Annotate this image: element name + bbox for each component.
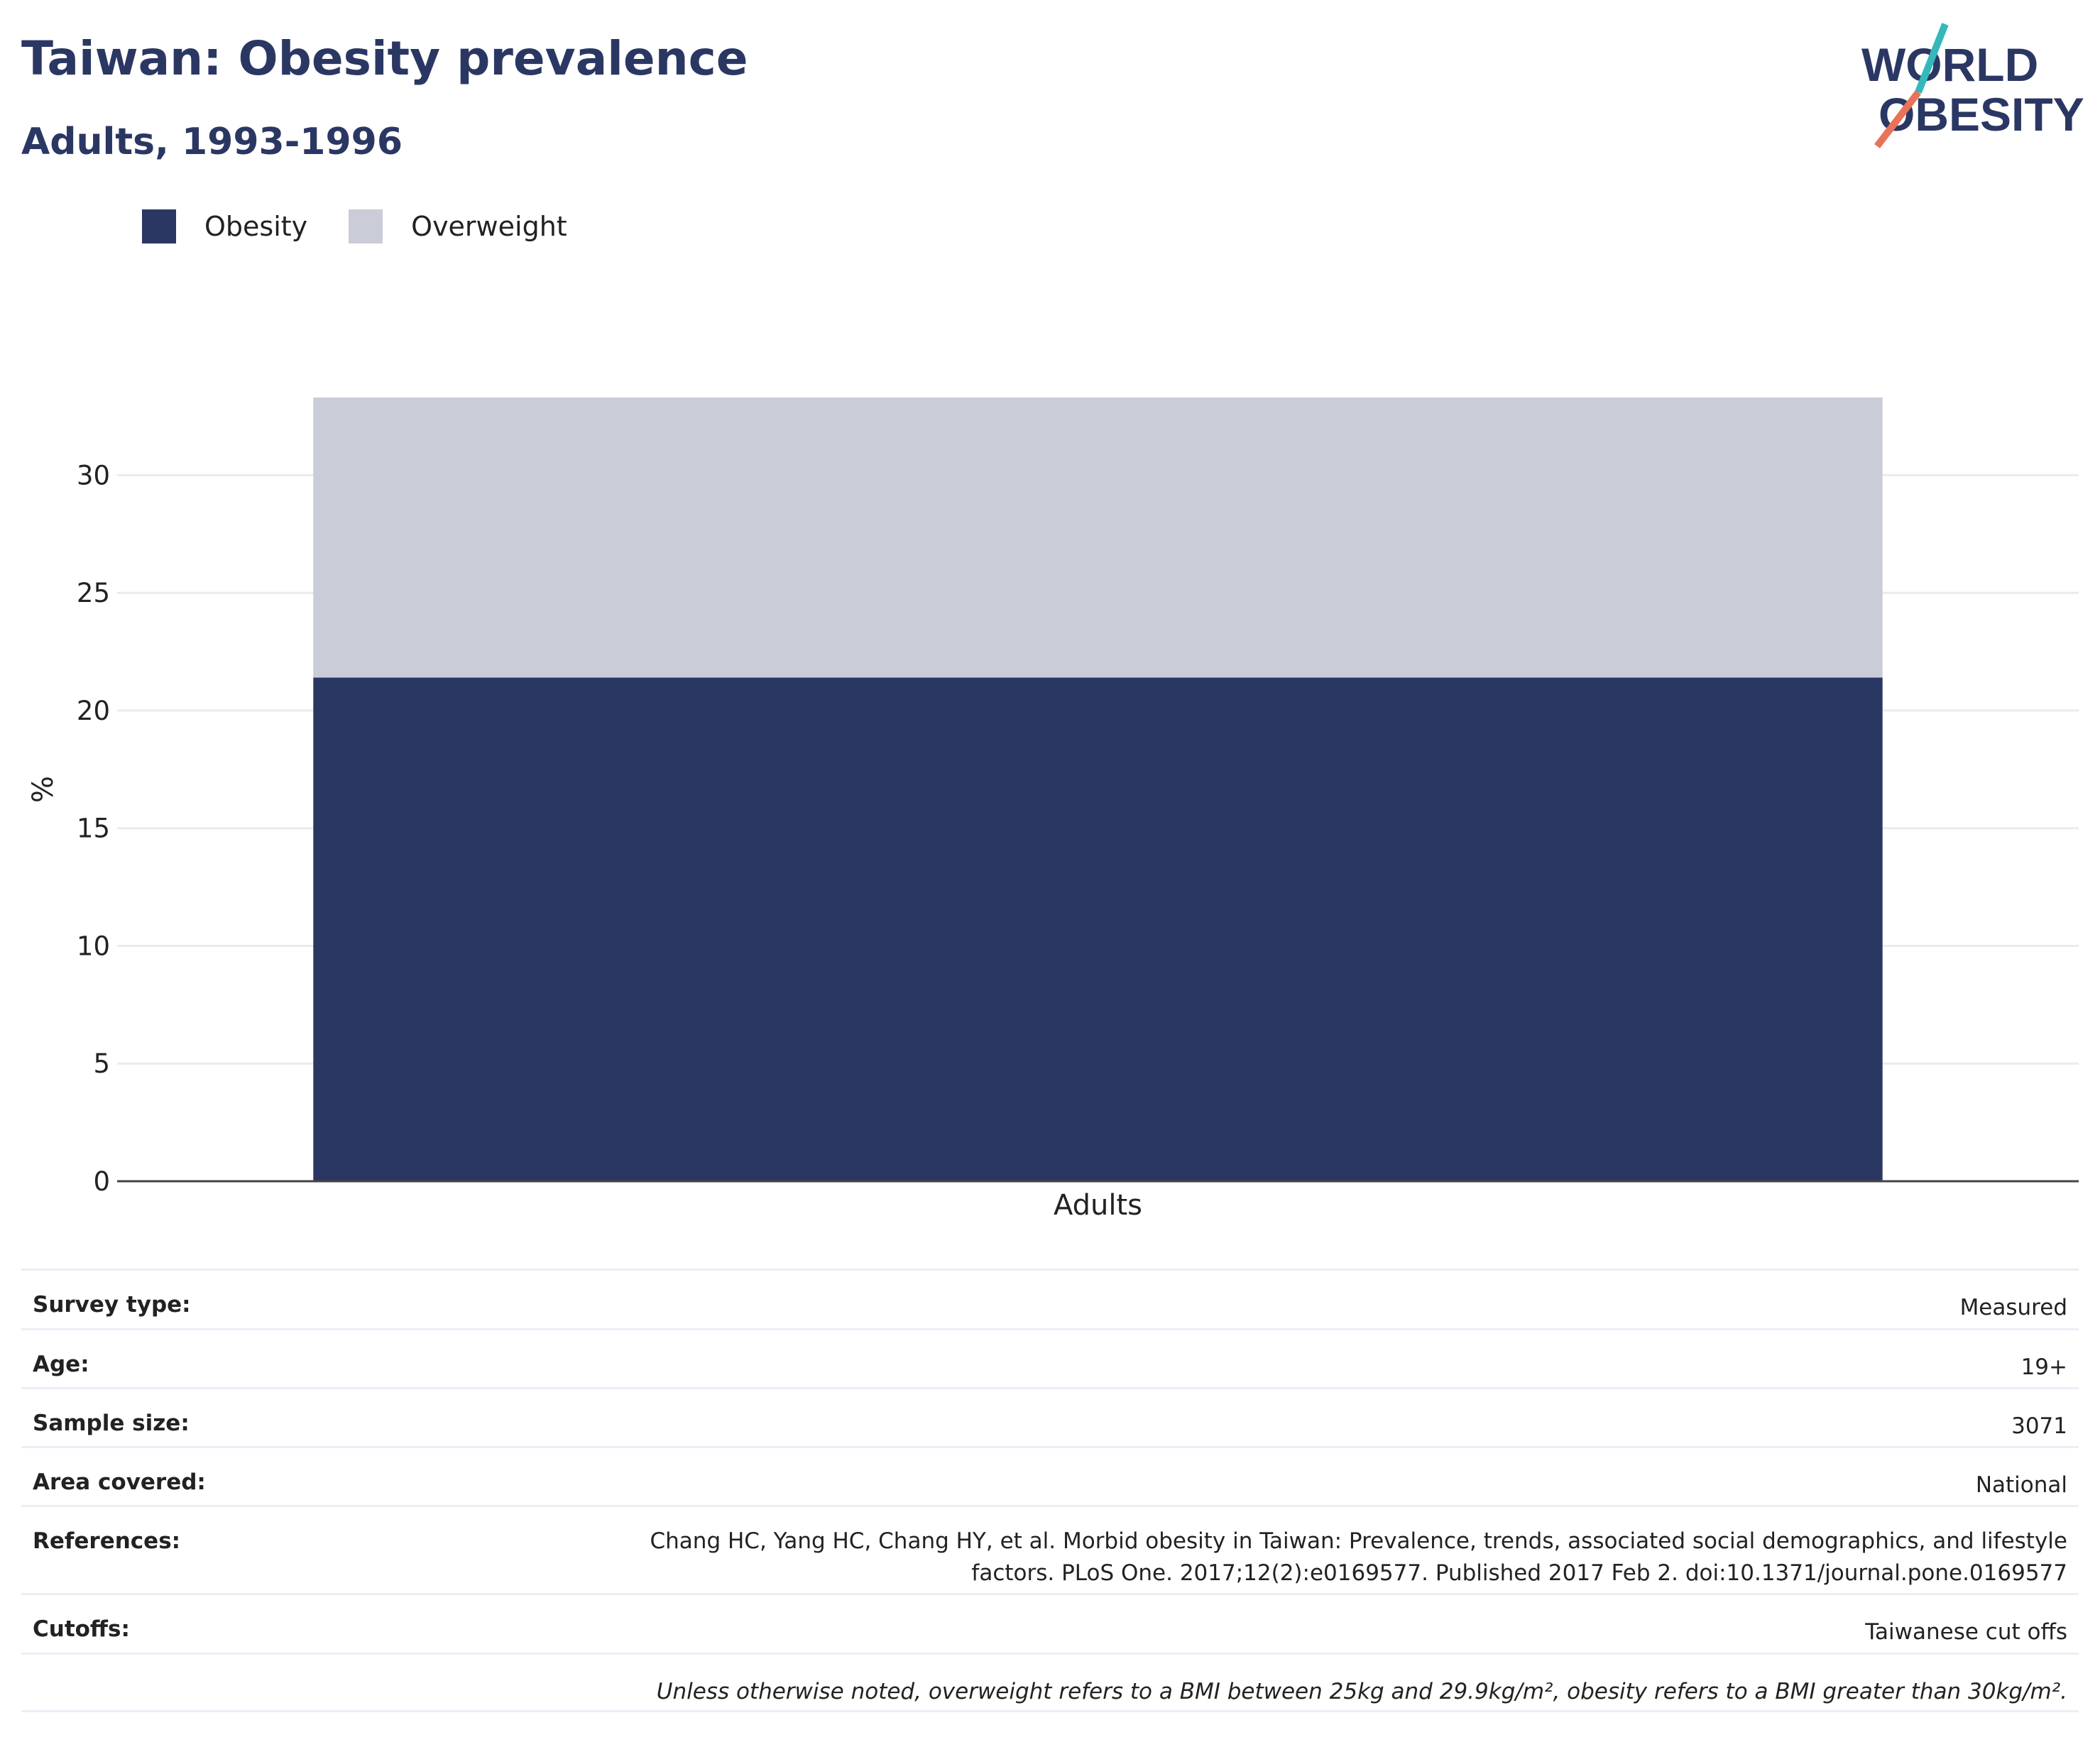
detail-row-area-covered: Area covered: National <box>21 1446 2079 1505</box>
stacked-bar-chart: 0 5 10 15 20 25 30 Adults% <box>27 398 2079 1222</box>
y-tick-label: 15 <box>77 814 110 844</box>
survey-details-table: Survey type: Measured Age: 19+ Sample si… <box>21 1269 2079 1712</box>
detail-label: Sample size: <box>33 1411 190 1436</box>
logo-slash-bottom <box>1874 89 1921 149</box>
detail-label: Area covered: <box>33 1469 206 1495</box>
chart-subtitle: Adults, 1993-1996 <box>21 121 403 163</box>
detail-value: Measured <box>1959 1295 2067 1320</box>
legend-item-obesity[interactable]: Obesity <box>142 209 307 243</box>
detail-row-sample-size: Sample size: 3071 <box>21 1387 2079 1446</box>
bar-obesity[interactable] <box>313 677 1883 1181</box>
legend-label-overweight: Overweight <box>411 211 567 242</box>
y-tick-label: 20 <box>77 696 110 726</box>
detail-value-references: Chang HC, Yang HC, Chang HY, et al. Morb… <box>650 1528 2067 1586</box>
y-tick-label: 25 <box>77 578 110 608</box>
y-axis-label: % <box>27 776 60 803</box>
detail-row-references: References: Chang HC, Yang HC, Chang HY,… <box>21 1505 2079 1593</box>
detail-label: Cutoffs: <box>33 1616 130 1642</box>
chart-legend: Obesity Overweight <box>142 209 608 243</box>
logo-word-world: WORLD <box>1861 38 2038 91</box>
detail-row-footnote: Unless otherwise noted, overweight refer… <box>21 1653 2079 1712</box>
detail-value: 19+ <box>2020 1354 2067 1380</box>
world-obesity-logo: WORLD OBESITY <box>1861 23 2084 149</box>
x-tick-label: Adults <box>1054 1189 1142 1222</box>
detail-row-cutoffs: Cutoffs: Taiwanese cut offs <box>21 1593 2079 1653</box>
legend-swatch-obesity <box>142 209 176 243</box>
footnote-text: Unless otherwise noted, overweight refer… <box>656 1679 2067 1704</box>
legend-label-obesity: Obesity <box>204 211 308 242</box>
detail-label: References: <box>33 1528 181 1554</box>
detail-row-age: Age: 19+ <box>21 1328 2079 1387</box>
y-tick-label: 0 <box>93 1166 110 1197</box>
detail-value: National <box>1975 1472 2067 1498</box>
legend-swatch-overweight <box>349 209 383 243</box>
detail-label: Age: <box>33 1352 89 1377</box>
legend-item-overweight[interactable]: Overweight <box>349 209 567 243</box>
detail-row-survey-type: Survey type: Measured <box>21 1269 2079 1328</box>
logo-slash-top <box>1915 23 1949 94</box>
bar-overweight[interactable] <box>313 398 1883 678</box>
y-tick-label: 5 <box>93 1048 110 1079</box>
detail-label: Survey type: <box>33 1292 191 1318</box>
y-tick-label: 30 <box>77 460 110 491</box>
chart-title: Taiwan: Obesity prevalence <box>21 31 748 86</box>
y-tick-label: 10 <box>77 931 110 961</box>
detail-value: Taiwanese cut offs <box>1865 1619 2067 1645</box>
detail-value: 3071 <box>2011 1413 2067 1439</box>
